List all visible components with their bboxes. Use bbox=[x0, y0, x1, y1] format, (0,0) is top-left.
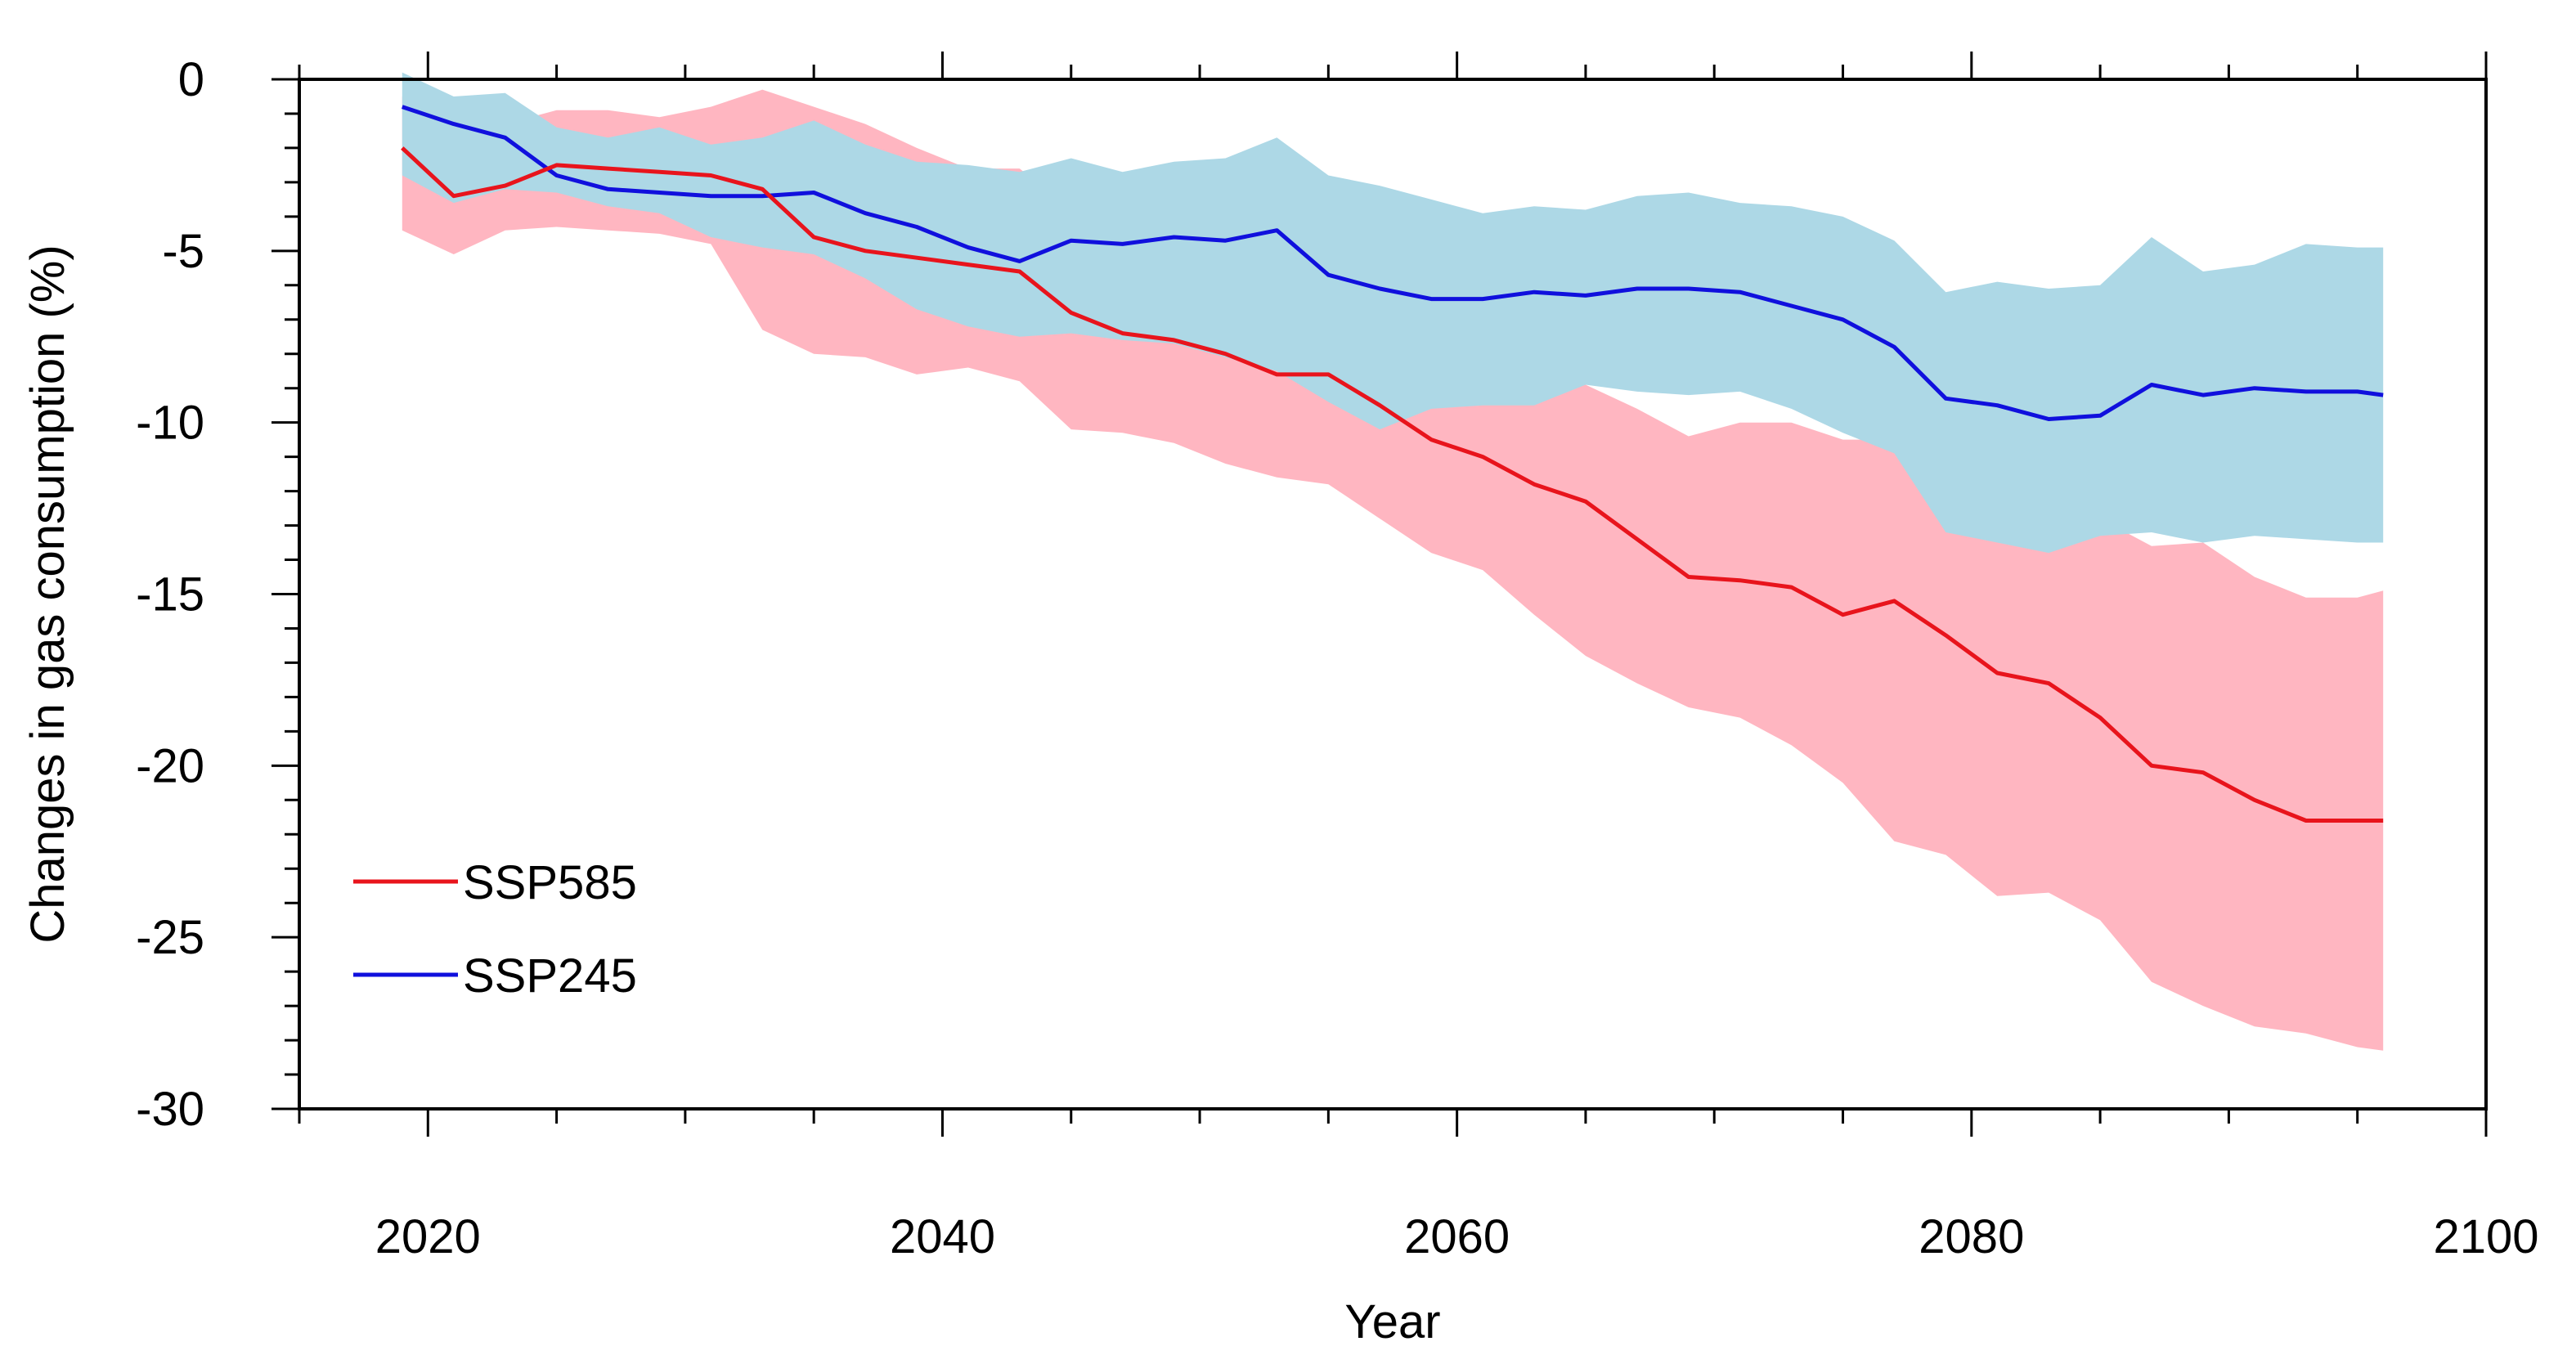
y-tick-label: -30 bbox=[136, 1083, 204, 1136]
legend-label-ssp245: SSP245 bbox=[463, 949, 637, 1003]
legend-label-ssp585: SSP585 bbox=[463, 856, 637, 909]
y-axis-label: Changes in gas consumption (%) bbox=[21, 245, 74, 943]
x-tick-label: 2020 bbox=[375, 1210, 481, 1263]
band-ssp585 bbox=[402, 89, 2384, 1051]
x-tick-labels: 2020 2040 2060 2080 2100 bbox=[375, 1210, 2539, 1263]
x-axis-label: Year bbox=[1344, 1295, 1440, 1348]
band-ssp245 bbox=[402, 72, 2384, 554]
axis-ticks bbox=[272, 52, 2488, 1137]
y-tick-label: -25 bbox=[136, 911, 204, 964]
line-ssp585 bbox=[401, 146, 2384, 823]
x-tick-label: 2100 bbox=[2433, 1210, 2538, 1263]
y-tick-label: 0 bbox=[178, 53, 204, 106]
x-tick-label: 2040 bbox=[890, 1210, 995, 1263]
y-tick-label: -15 bbox=[136, 568, 204, 621]
y-tick-label: -20 bbox=[136, 739, 204, 792]
y-tick-labels: 0 -5 -10 -15 -20 -25 -30 bbox=[136, 53, 204, 1136]
y-tick-label: -10 bbox=[136, 397, 204, 450]
y-tick-label: -5 bbox=[162, 225, 204, 278]
x-tick-label: 2060 bbox=[1404, 1210, 1510, 1263]
legend: SSP585 SSP245 bbox=[353, 856, 637, 1003]
uncertainty-bands bbox=[402, 72, 2384, 1051]
x-tick-label: 2080 bbox=[1919, 1210, 2024, 1263]
series-lines bbox=[401, 105, 2384, 823]
line-ssp245 bbox=[402, 105, 2384, 421]
